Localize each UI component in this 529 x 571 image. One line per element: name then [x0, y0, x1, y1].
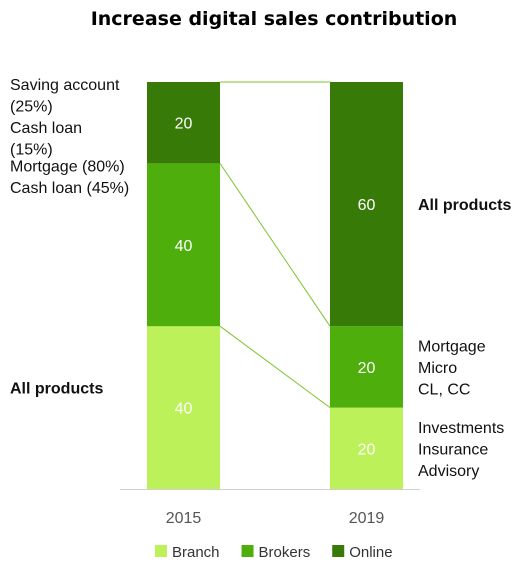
legend-swatch-branch — [155, 545, 167, 557]
annotation-2015-brokers-line-2: Cash loan (45%) — [10, 180, 129, 197]
annotation-2015-brokers-line-1: Mortgage (80%) — [10, 158, 125, 175]
value-label-online-2015: 20 — [175, 116, 193, 133]
annotation-2019-branch-line-3: Advisory — [418, 463, 479, 480]
legend-label-online: Online — [349, 544, 392, 561]
annotation-2019-branch-line-2: Insurance — [418, 441, 488, 458]
annotation-2019-brokers-line-1: Mortgage — [418, 338, 486, 355]
annotation-2015-online-line-3: Cash loan — [10, 120, 82, 137]
bars — [147, 82, 403, 489]
chart-title: Increase digital sales contribution — [91, 8, 458, 30]
x-tick-2019: 2019 — [349, 510, 385, 527]
legend-swatch-brokers — [241, 545, 254, 557]
bar-brokers-2019 — [330, 326, 403, 408]
annotation-2019-online-line-1: All products — [418, 197, 511, 214]
value-label-branch-2019: 20 — [358, 441, 376, 458]
connector-lines — [219, 81, 331, 409]
legend: Branch Brokers Online — [155, 544, 393, 561]
annotation-2019-branch-line-1: Investments — [418, 420, 504, 437]
connector-brokers — [219, 163, 331, 327]
value-labels: 40 40 20 20 20 60 — [175, 116, 376, 459]
annotation-2015-online-line-1: Saving account — [10, 77, 120, 94]
annotation-2015-branch-line-1: All products — [10, 381, 103, 398]
annotation-2019-brokers-line-3: CL, CC — [418, 381, 470, 398]
bar-online-2015 — [147, 82, 220, 164]
value-label-brokers-2015: 40 — [175, 238, 193, 255]
annotation-2015-online-line-2: (25%) — [10, 99, 53, 116]
x-tick-labels: 2015 2019 — [166, 510, 385, 527]
bar-brokers-2015 — [147, 163, 220, 327]
annotation-2019-brokers-line-2: Micro — [418, 360, 457, 377]
annotation-2015-online-line-4: (15%) — [10, 142, 53, 159]
connector-branch — [219, 325, 331, 409]
bar-branch-2019 — [330, 407, 403, 489]
value-label-online-2019: 60 — [358, 197, 376, 214]
value-label-brokers-2019: 20 — [358, 360, 376, 377]
legend-label-brokers: Brokers — [259, 544, 311, 561]
legend-label-branch: Branch — [172, 544, 220, 561]
x-tick-2015: 2015 — [166, 510, 202, 527]
bar-branch-2015 — [147, 326, 220, 489]
value-label-branch-2015: 40 — [175, 401, 193, 418]
bar-online-2019 — [330, 82, 403, 327]
annotations: All products Mortgage (80%) Cash loan (45%… — [10, 77, 511, 480]
legend-swatch-online — [332, 545, 345, 557]
